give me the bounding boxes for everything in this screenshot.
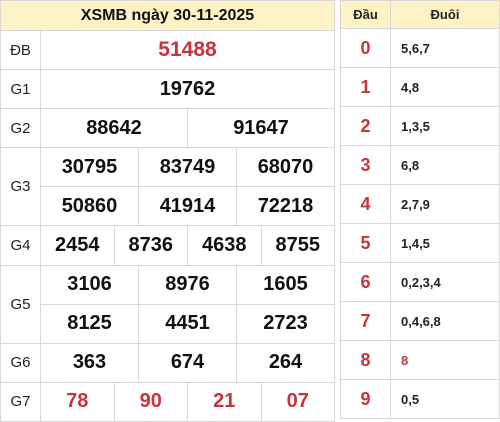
prize-number-g4: 8755 — [260, 225, 335, 266]
loto-row: 6 0,2,3,4 — [340, 262, 500, 302]
prize-number-g3: 83749 — [138, 147, 237, 188]
loto-tail: 1,3,5 — [390, 106, 500, 146]
loto-tail: 6,8 — [390, 145, 500, 185]
prize-number-g3: 41914 — [138, 186, 237, 227]
prize-label-db: ĐB — [0, 30, 41, 71]
prize-label-g4: G4 — [0, 225, 41, 266]
loto-head: 4 — [340, 184, 391, 224]
prize-number-g7: 21 — [187, 381, 262, 422]
loto-tail: 0,5 — [390, 379, 500, 419]
prize-number-g5: 2723 — [236, 303, 335, 344]
prize-label-g5: G5 — [0, 264, 41, 344]
prize-row-db: ĐB 51488 — [0, 30, 335, 71]
prize-row-g4: G4 2454 8736 4638 8755 — [0, 225, 335, 266]
prize-number-g2: 91647 — [187, 108, 335, 149]
prize-number-g5: 4451 — [138, 303, 237, 344]
loto-head: 3 — [340, 145, 391, 185]
prize-row-g2: G2 88642 91647 — [0, 108, 335, 149]
prize-number-g7: 78 — [40, 381, 115, 422]
loto-tail: 4,8 — [390, 67, 500, 107]
prize-number-g5: 8976 — [138, 264, 237, 305]
loto-row: 0 5,6,7 — [340, 28, 500, 68]
prize-number-g2: 88642 — [40, 108, 188, 149]
loto-tail: 8 — [390, 340, 500, 380]
results-table: XSMB ngày 30-11-2025 ĐB 51488 G1 19762 G… — [0, 0, 335, 422]
special-prize-number: 51488 — [40, 30, 335, 71]
loto-head-column-header: Đầu — [340, 0, 391, 29]
loto-head: 9 — [340, 379, 391, 419]
prize-label-g2: G2 — [0, 108, 41, 149]
loto-head: 8 — [340, 340, 391, 380]
prize-number-g4: 4638 — [187, 225, 262, 266]
results-title: XSMB ngày 30-11-2025 — [0, 0, 335, 32]
prize-label-g6: G6 — [0, 342, 41, 383]
loto-head: 0 — [340, 28, 391, 68]
prize-row-g7: G7 78 90 21 07 — [0, 381, 335, 422]
loto-row: 4 2,7,9 — [340, 184, 500, 224]
loto-row: 3 6,8 — [340, 145, 500, 185]
prize-number-g5: 1605 — [236, 264, 335, 305]
loto-row: 5 1,4,5 — [340, 223, 500, 263]
loto-row: 2 1,3,5 — [340, 106, 500, 146]
loto-tail: 5,6,7 — [390, 28, 500, 68]
prize-number-g7: 07 — [260, 381, 335, 422]
prize-number-g6: 363 — [40, 342, 139, 383]
prize-number-g3: 72218 — [236, 186, 335, 227]
loto-row: 1 4,8 — [340, 67, 500, 107]
loto-tail-column-header: Đuôi — [390, 0, 500, 29]
prize-row-g3: G3 30795 83749 68070 — [0, 147, 335, 227]
prize-row-g5: 8125 4451 2723 — [1, 303, 335, 344]
prize-number-g4: 2454 — [40, 225, 115, 266]
loto-head: 1 — [340, 67, 391, 107]
prize-number-g5: 8125 — [40, 303, 139, 344]
prize-row-g3: 50860 41914 72218 — [1, 186, 335, 227]
prize-number-g4: 8736 — [113, 225, 188, 266]
prize-row-g1: G1 19762 — [0, 69, 335, 110]
prize-number-g3: 50860 — [40, 186, 139, 227]
prize-label-g7: G7 — [0, 381, 41, 422]
loto-head: 5 — [340, 223, 391, 263]
prize-label-g3: G3 — [0, 147, 41, 227]
loto-row: 9 0,5 — [340, 379, 500, 419]
loto-tail: 0,4,6,8 — [390, 301, 500, 341]
loto-table: Đầu Đuôi 0 5,6,7 1 4,8 2 1,3,5 3 6,8 4 2… — [340, 0, 500, 419]
prize-row-g5: G5 3106 8976 1605 — [0, 264, 335, 344]
loto-row: 7 0,4,6,8 — [340, 301, 500, 341]
loto-head: 6 — [340, 262, 391, 302]
prize-number-g6: 674 — [138, 342, 237, 383]
prize-number-g5: 3106 — [40, 264, 139, 305]
prize-number-g1: 19762 — [40, 69, 335, 110]
prize-number-g6: 264 — [236, 342, 335, 383]
prize-number-g3: 68070 — [236, 147, 335, 188]
loto-tail: 1,4,5 — [390, 223, 500, 263]
loto-head: 7 — [340, 301, 391, 341]
prize-row-g6: G6 363 674 264 — [0, 342, 335, 383]
loto-tail: 2,7,9 — [390, 184, 500, 224]
prize-number-g3: 30795 — [40, 147, 139, 188]
prize-number-g7: 90 — [113, 381, 188, 422]
prize-label-g1: G1 — [0, 69, 41, 110]
loto-head: 2 — [340, 106, 391, 146]
loto-tail: 0,2,3,4 — [390, 262, 500, 302]
loto-row: 8 8 — [340, 340, 500, 380]
